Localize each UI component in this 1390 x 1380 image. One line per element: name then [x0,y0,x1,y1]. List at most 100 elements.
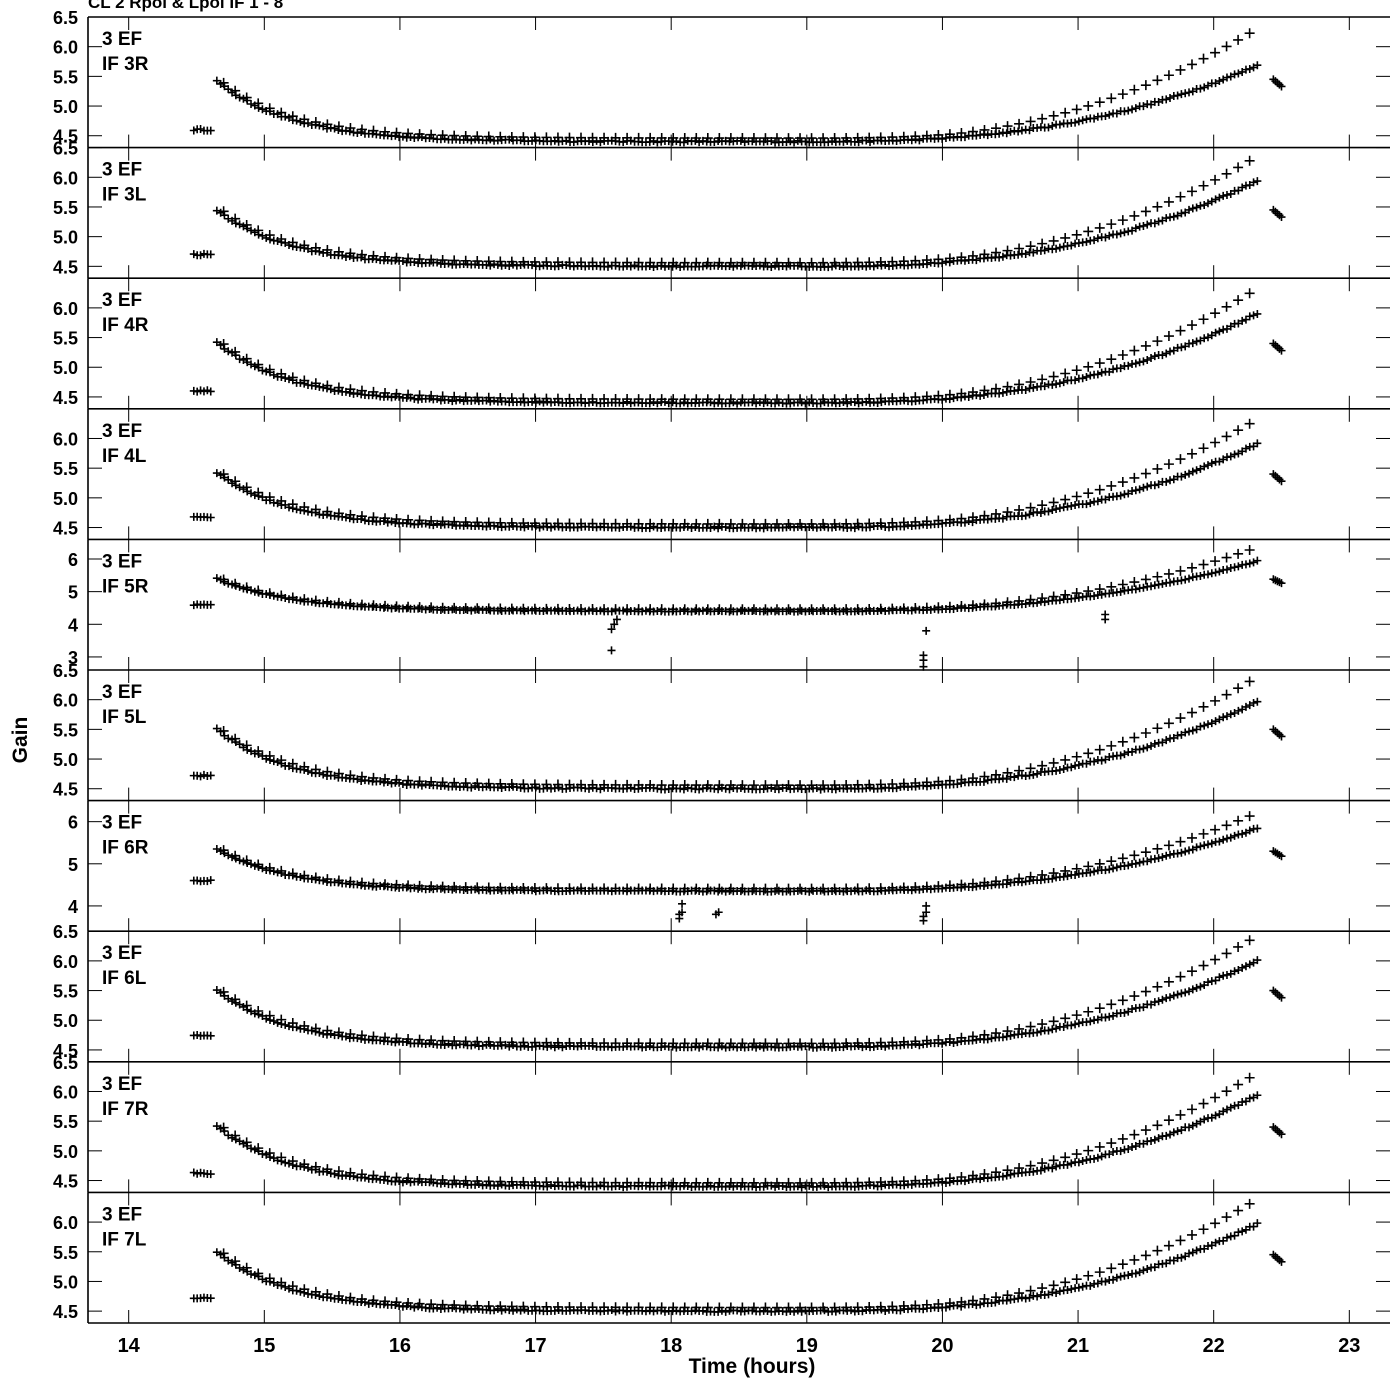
data-point [1177,209,1186,218]
data-point [721,523,730,532]
data-point [483,256,494,267]
data-point [725,257,736,268]
data-point [1166,347,1175,356]
data-point [1175,565,1186,576]
data-point [818,604,829,615]
y-tick-label: 6.5 [53,922,78,942]
y-tick-label: 4.5 [53,388,78,408]
data-point [1048,371,1059,382]
data-point [506,603,517,614]
data-point [506,882,517,893]
data-point [795,394,806,405]
data-point [449,130,460,141]
data-point [641,1043,650,1052]
data-point [380,387,391,398]
data-point [771,780,782,791]
data-point [1112,1273,1121,1282]
data-point [964,393,973,402]
data-point [483,1301,494,1312]
data-point [1207,719,1216,728]
data-point [1033,1292,1042,1301]
data-point [1162,736,1171,745]
data-point [852,393,863,404]
data-point [1140,1250,1151,1261]
data-point [1048,506,1057,515]
data-point [668,1177,679,1188]
data-point [1166,476,1175,485]
data-point [1185,846,1193,855]
data-point [1188,1121,1197,1130]
data-point [991,598,1002,609]
data-point [398,257,407,266]
data-point [1106,93,1117,104]
data-point [1025,763,1036,774]
data-point [276,495,287,506]
data-point [841,1177,852,1188]
data-point [518,393,529,404]
data-point [1060,589,1071,600]
data-point [596,785,605,794]
data-point [444,395,453,404]
data-point [760,1038,771,1049]
data-point [1060,1277,1071,1288]
data-point [737,394,748,405]
data-point [592,784,601,793]
data-point [721,887,730,896]
data-point [495,778,506,789]
data-point [552,1177,563,1188]
data-point [1067,1285,1076,1294]
data-point [1234,1228,1243,1237]
data-point [426,1035,437,1046]
data-point [506,517,517,528]
data-point [315,1028,324,1037]
data-point [403,514,414,525]
data-point [1052,505,1061,514]
data-point [995,129,1004,138]
data-point [322,766,333,777]
data-point [1192,983,1201,992]
data-point [1210,437,1221,448]
data-point [979,510,990,521]
data-point [887,882,898,893]
data-point [387,517,396,526]
data-point [1152,201,1163,212]
data-point [1131,359,1140,368]
data-point [1253,556,1262,565]
outlier-point [678,908,687,917]
data-point [774,785,783,794]
data-point [633,604,644,615]
data-point [679,257,690,268]
data-point [1163,840,1174,851]
data-point [610,883,621,894]
data-point [403,601,414,612]
data-point [921,391,932,402]
data-point [622,1038,633,1049]
data-point [437,130,448,141]
data-point [1203,461,1212,470]
data-point [1244,418,1255,429]
data-point [264,588,275,599]
data-point [218,1122,229,1133]
data-point [679,785,688,794]
data-point [262,590,271,599]
data-point [1181,575,1190,584]
data-point [472,1300,483,1311]
data-point [1238,963,1247,972]
data-point [437,255,448,266]
data-point [852,257,863,268]
data-point [1078,116,1087,125]
data-point [1037,869,1048,880]
data-point [933,776,944,787]
data-point [315,247,324,256]
data-point [1071,376,1080,385]
data-point [910,778,921,789]
data-point [1196,84,1205,93]
panel-antenna-label: 3 EF [102,29,142,50]
data-point [1203,840,1212,849]
data-point [702,257,713,268]
data-point [710,137,719,146]
data-point [506,1301,517,1312]
data-point [875,1037,886,1048]
data-point [531,398,540,407]
